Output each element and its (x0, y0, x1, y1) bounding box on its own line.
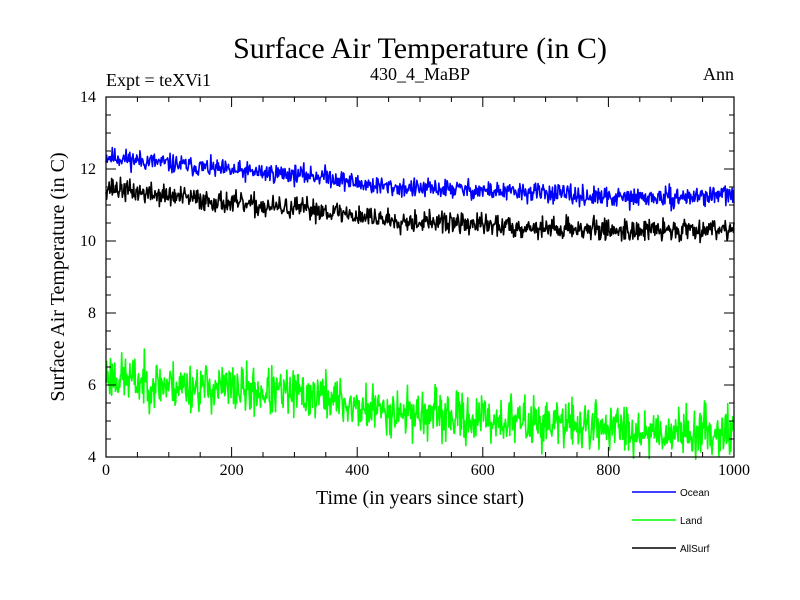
x-tick-label: 1000 (718, 462, 750, 479)
series-line-land (105, 348, 735, 461)
y-tick-label: 10 (80, 233, 96, 250)
series-line-allsurf (105, 176, 735, 244)
x-tick-label: 0 (102, 462, 110, 479)
x-tick-label: 600 (471, 462, 495, 479)
y-tick-label: 6 (88, 377, 96, 394)
chart-title: Surface Air Temperature (in C) (233, 32, 607, 65)
period-label: 430_4_MaBP (370, 64, 470, 84)
legend-label-allsurf: AllSurf (680, 544, 710, 555)
x-tick-label: 200 (220, 462, 244, 479)
y-axis-label: Surface Air Temperature (in C) (47, 152, 69, 401)
season-label: Ann (703, 64, 734, 84)
y-tick-label: 12 (80, 161, 96, 178)
x-tick-label: 800 (596, 462, 620, 479)
y-tick-label: 4 (88, 449, 96, 466)
legend-label-ocean: Ocean (680, 488, 709, 499)
x-tick-label: 400 (345, 462, 369, 479)
y-tick-label: 8 (88, 305, 96, 322)
series-line-ocean (105, 146, 735, 212)
y-tick-label: 14 (80, 89, 96, 106)
legend-label-land: Land (680, 516, 702, 527)
experiment-label: Expt = teXVi1 (106, 70, 211, 90)
x-axis-label: Time (in years since start) (316, 487, 524, 509)
